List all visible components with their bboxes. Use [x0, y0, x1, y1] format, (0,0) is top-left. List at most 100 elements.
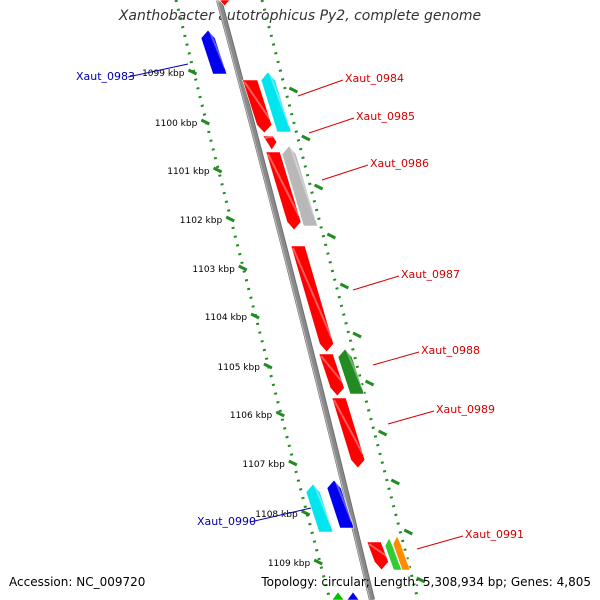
gene-xaut-0991-shine	[368, 543, 388, 557]
scale-tick-minor	[288, 86, 299, 94]
gene-label-leader	[416, 535, 464, 550]
scale-tick-label: 1099 kbp	[142, 69, 185, 79]
gene-xaut-0988-shine	[320, 355, 344, 383]
gene-xaut-0991-body	[366, 541, 389, 571]
feature-green	[337, 348, 365, 395]
feature-bottom-blue-body	[346, 591, 362, 600]
gene-label-leader	[352, 275, 400, 291]
feature-orange-body	[392, 535, 411, 571]
gene-label-leader	[127, 63, 189, 78]
gene-xaut-0985	[262, 135, 278, 151]
scale-tick	[187, 68, 198, 76]
gene-label: Xaut_0985	[356, 110, 415, 123]
accession-text: Accession: NC_009720	[9, 575, 146, 589]
scale-tick-minor	[416, 576, 426, 584]
gene-label-leader	[308, 117, 355, 134]
gene-xaut-0988	[318, 353, 345, 397]
scale-tick-minor	[364, 379, 375, 387]
scale-tick-label: 1107 kbp	[242, 460, 285, 470]
scale-tick-minor	[301, 134, 311, 142]
genome-summary: Topology: circular; Length: 5,308,934 bp…	[261, 575, 591, 589]
gene-label: Xaut_0990	[197, 515, 256, 528]
gene-label: Xaut_0987	[401, 268, 460, 281]
gene-label-leader	[372, 351, 420, 366]
scale-tick	[212, 166, 223, 174]
scale-tick-minor	[390, 478, 400, 486]
scale-tick-label: 1109 kbp	[268, 559, 311, 569]
gene-xaut-0989	[331, 397, 366, 469]
labels-layer: Xaut_0983 Xaut_0984 Xaut_0985 Xaut_0986 Xaut…	[76, 63, 524, 550]
scale-tick-minor	[339, 282, 350, 290]
gene-top-partial	[215, 0, 231, 7]
feature-orange	[392, 535, 411, 571]
gene-label: Xaut_0989	[436, 403, 495, 416]
scale-tick-minor	[352, 331, 362, 339]
feature-grey-body	[281, 145, 319, 227]
feature-cyan-b	[305, 483, 334, 533]
genes-layer	[200, 0, 411, 600]
scale-tick	[288, 459, 298, 467]
gene-label: Xaut_0983	[76, 70, 135, 83]
gene-label-leader	[387, 410, 435, 425]
gene-label: Xaut_0988	[421, 344, 480, 357]
scale-tick-label: 1103 kbp	[192, 265, 235, 275]
scale-tick-minor	[313, 183, 324, 191]
gene-xaut-0988-body	[318, 353, 345, 397]
gene-xaut-0983	[200, 29, 228, 75]
scale-tick-minor	[326, 232, 337, 240]
map-title: Xanthobacter autotrophicus Py2, complete…	[118, 8, 482, 24]
scale-tick-minor	[377, 429, 388, 437]
feature-bottom-green	[331, 591, 347, 600]
gene-top-partial-shine	[217, 0, 222, 3]
scale-tick	[200, 118, 210, 126]
gene-label-leader	[297, 79, 344, 97]
feature-lime-body	[384, 537, 403, 571]
scale-tick-label: 1100 kbp	[155, 119, 198, 129]
feature-bottom-blue	[346, 591, 362, 600]
scale-tick	[275, 410, 285, 418]
gene-label: Xaut_0986	[370, 157, 429, 170]
feature-green-body	[337, 348, 365, 395]
left-guide-line	[174, 0, 332, 600]
gene-xaut-0987-body	[290, 245, 334, 353]
scale-tick-label: 1106 kbp	[230, 411, 273, 421]
scale-tick	[300, 509, 311, 517]
gene-label: Xaut_0984	[345, 72, 404, 85]
gene-xaut-0989-shine	[333, 399, 364, 455]
scale-tick	[263, 362, 273, 370]
feature-grey-shine	[290, 147, 317, 221]
feature-cyan-a-body	[260, 71, 292, 133]
gene-xaut-0990-shine	[335, 481, 353, 523]
gene-xaut-0984	[242, 79, 273, 134]
gene-xaut-0987-shine	[292, 247, 333, 339]
gene-xaut-0987	[290, 245, 334, 353]
feature-lime	[384, 537, 403, 571]
feature-cyan-b-body	[305, 483, 334, 533]
feature-cyan-b-shine	[314, 485, 332, 527]
gene-xaut-0985-shine	[264, 135, 275, 139]
feature-bottom-green-body	[331, 591, 347, 600]
feature-cyan-a-shine	[269, 73, 291, 127]
scale-tick-label: 1102 kbp	[180, 216, 223, 226]
feature-cyan-a	[260, 71, 292, 133]
scale-tick-label: 1105 kbp	[218, 363, 261, 373]
gene-xaut-0983-body	[200, 29, 228, 75]
feature-lime-shine	[390, 539, 401, 565]
gene-xaut-0989-body	[331, 397, 366, 469]
gene-xaut-0986-shine	[267, 153, 300, 217]
tracks-layer: 1099 kbp 1100 kbp 1101 kbp 1102 kbp 1103 kbp…	[142, 0, 426, 600]
feature-orange-shine	[398, 537, 410, 565]
gene-xaut-0990	[326, 479, 355, 529]
gene-label: Xaut_0991	[465, 528, 524, 541]
feature-grey	[281, 145, 319, 227]
gene-xaut-0991	[366, 541, 389, 571]
gene-top-partial-body	[215, 0, 231, 7]
gene-label-leader	[321, 164, 369, 181]
scale-tick-label: 1101 kbp	[167, 167, 210, 177]
scale-tick-minor	[403, 528, 413, 536]
gene-xaut-0986-body	[265, 151, 302, 231]
scale-tick	[225, 215, 235, 223]
scale-tick	[238, 264, 248, 272]
scale-tick	[250, 312, 260, 320]
